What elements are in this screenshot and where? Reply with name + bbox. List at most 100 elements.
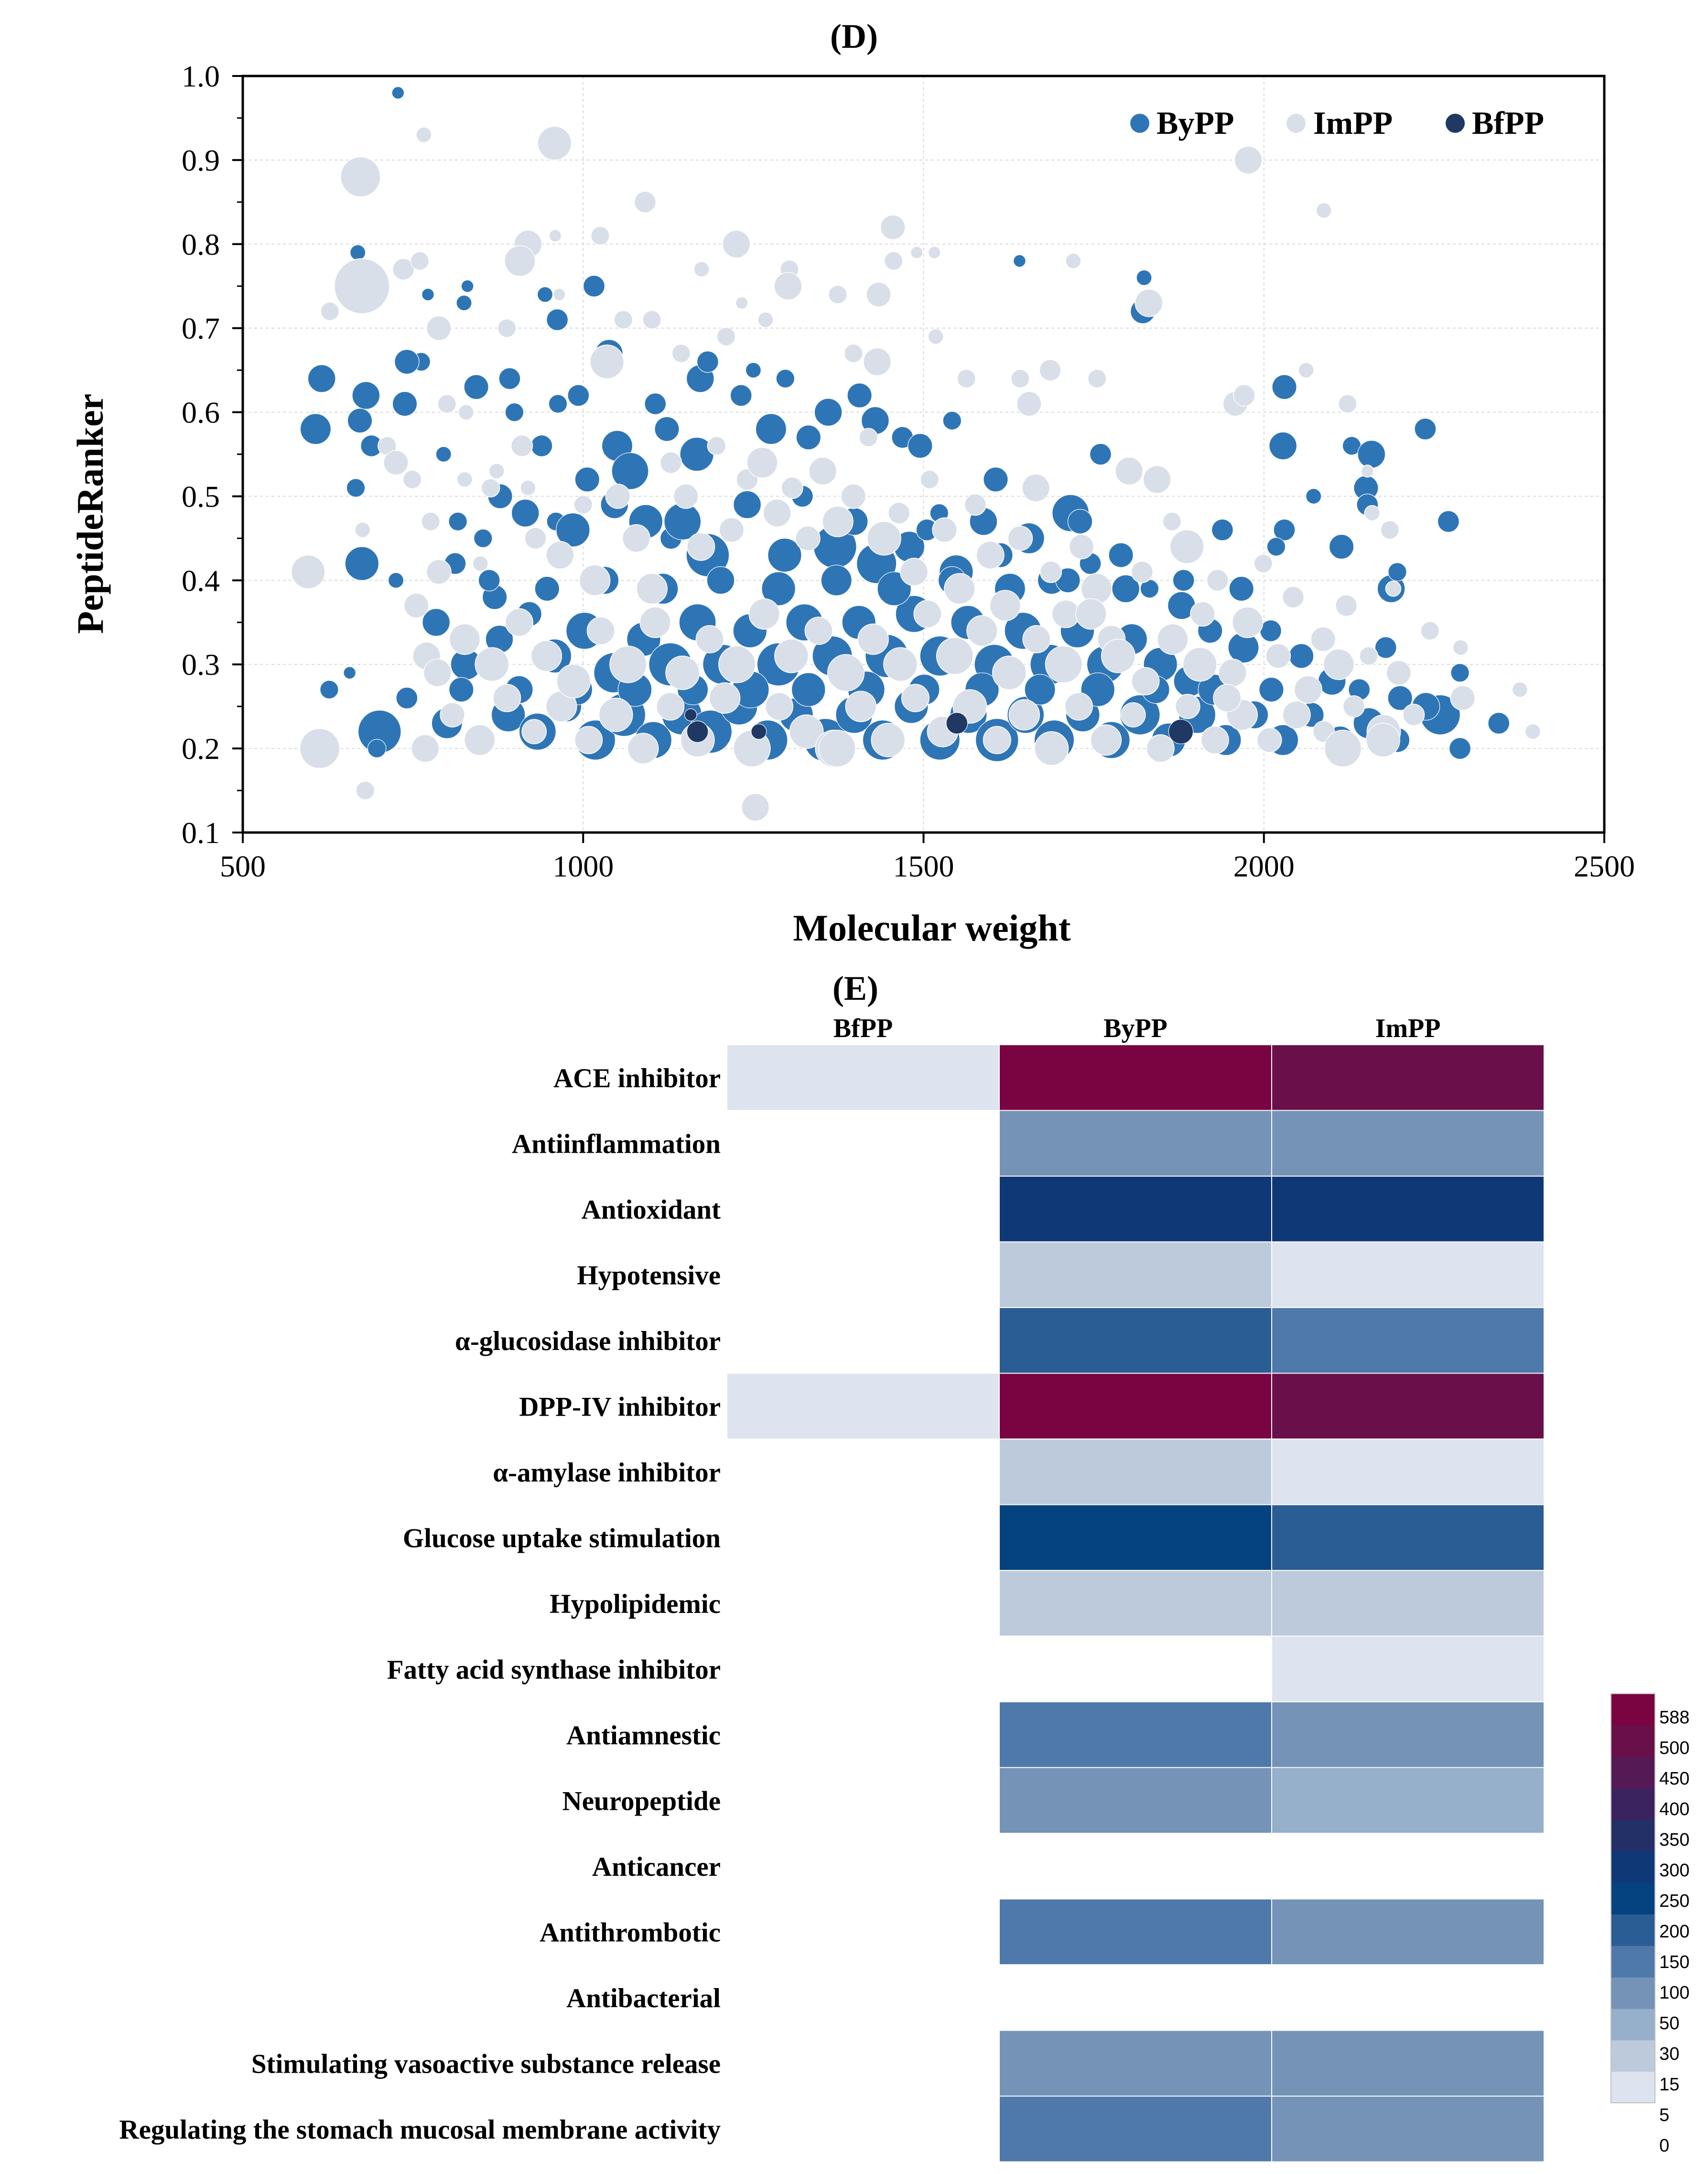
- point-impp: [709, 682, 741, 714]
- point-bypp: [392, 391, 418, 417]
- heatmap-cell: [999, 1570, 1272, 1637]
- point-impp: [964, 493, 986, 516]
- point-impp: [1298, 362, 1314, 379]
- point-impp: [622, 524, 650, 552]
- point-impp: [722, 230, 751, 259]
- point-impp: [475, 647, 509, 682]
- point-impp: [857, 623, 889, 655]
- point-impp: [1324, 729, 1362, 768]
- scatter-y-ticks: 0.1 0.2 0.3 0.4 0.5 0.6 0.7 0.8 0.9 1.0: [182, 59, 243, 850]
- colorbar-swatch: [1611, 1694, 1655, 1726]
- row-label: DPP-IV inhibitor: [519, 1392, 721, 1422]
- x-tick-label: 500: [220, 849, 266, 883]
- point-bypp: [346, 478, 366, 498]
- point-impp: [1512, 681, 1528, 698]
- point-impp: [871, 723, 906, 757]
- colorbar-label: 150: [1659, 1952, 1689, 1972]
- point-bypp: [745, 362, 762, 379]
- point-impp: [888, 502, 910, 524]
- point-impp: [1282, 701, 1311, 729]
- point-impp: [520, 480, 536, 496]
- colorbar-swatch: [1611, 1756, 1655, 1789]
- heatmap-cell: [999, 1767, 1272, 1834]
- point-bypp: [1272, 374, 1297, 400]
- point-bypp: [448, 512, 467, 531]
- point-bypp: [796, 425, 822, 450]
- point-bfpp: [946, 712, 968, 735]
- point-impp: [340, 156, 381, 197]
- colorbar-label: 30: [1659, 2044, 1679, 2064]
- point-bypp: [505, 402, 524, 422]
- colorbar-swatch: [1611, 1945, 1655, 1978]
- point-impp: [757, 312, 774, 328]
- scatter-legend: ByPP ImPP BfPP: [1130, 105, 1544, 141]
- point-impp: [1120, 702, 1146, 728]
- point-impp: [1087, 369, 1107, 389]
- point-bypp: [1211, 519, 1233, 541]
- scatter-y-axis-label: PeptideRanker: [69, 394, 111, 634]
- point-impp: [627, 733, 659, 764]
- point-impp: [636, 573, 668, 605]
- point-bypp: [1387, 685, 1413, 711]
- point-impp: [426, 315, 452, 341]
- heatmap-cell: [1271, 1767, 1545, 1834]
- point-impp: [493, 684, 521, 713]
- point-bypp: [391, 86, 405, 99]
- point-impp: [665, 655, 700, 690]
- point-impp: [1101, 638, 1135, 673]
- colorbar-label: 450: [1659, 1769, 1689, 1789]
- heatmap-cell: [726, 1373, 1000, 1439]
- point-impp: [1206, 569, 1229, 592]
- point-impp: [458, 404, 474, 421]
- heatmap-cell: [1271, 2096, 1545, 2163]
- heatmap-cell: [999, 1439, 1272, 1505]
- point-impp: [774, 272, 802, 301]
- y-tick-label: 0.9: [182, 143, 220, 177]
- point-impp: [928, 328, 944, 345]
- point-impp: [1146, 734, 1175, 763]
- point-bypp: [1024, 674, 1056, 705]
- column-header: ImPP: [1375, 1014, 1441, 1043]
- point-impp: [1045, 646, 1083, 683]
- point-bfpp: [686, 720, 709, 743]
- point-impp: [402, 470, 422, 489]
- heatmap-cell: [999, 1044, 1272, 1111]
- heatmap-column-headers: BfPP ByPP ImPP: [833, 1014, 1441, 1043]
- point-bypp: [768, 538, 802, 573]
- point-impp: [1022, 625, 1051, 654]
- point-bypp: [1136, 270, 1152, 286]
- point-impp: [944, 573, 975, 605]
- legend-marker-bypp: [1130, 114, 1149, 133]
- point-bypp: [422, 288, 434, 301]
- point-impp: [464, 724, 496, 756]
- point-impp: [1064, 692, 1093, 721]
- colorbar-label: 100: [1659, 1983, 1689, 2003]
- point-impp: [609, 646, 647, 683]
- point-impp: [841, 484, 866, 509]
- point-bypp: [320, 680, 339, 699]
- point-impp: [843, 344, 863, 363]
- point-impp: [822, 506, 854, 537]
- scatter-points: [291, 86, 1541, 822]
- point-impp: [673, 484, 699, 509]
- point-impp: [910, 246, 923, 259]
- heatmap-cell: [999, 1241, 1272, 1308]
- point-impp: [1359, 646, 1379, 666]
- point-impp: [992, 655, 1027, 690]
- point-bypp: [755, 413, 787, 445]
- point-bypp: [456, 295, 472, 311]
- heatmap-cell: [1271, 1439, 1545, 1505]
- point-impp: [659, 451, 682, 474]
- point-bypp: [546, 309, 569, 331]
- point-impp: [552, 288, 566, 301]
- point-impp: [546, 541, 574, 570]
- heatmap-row-labels: ACE inhibitor Antiinflammation Antioxidant…: [119, 1063, 721, 2145]
- point-impp: [1256, 727, 1282, 753]
- point-impp: [426, 559, 452, 585]
- point-impp: [320, 302, 340, 321]
- point-impp: [524, 527, 547, 550]
- colorbar-label: 588: [1659, 1708, 1689, 1728]
- point-impp: [383, 450, 409, 476]
- point-impp: [521, 719, 547, 745]
- scatter-x-axis-label: Molecular weight: [793, 907, 1070, 949]
